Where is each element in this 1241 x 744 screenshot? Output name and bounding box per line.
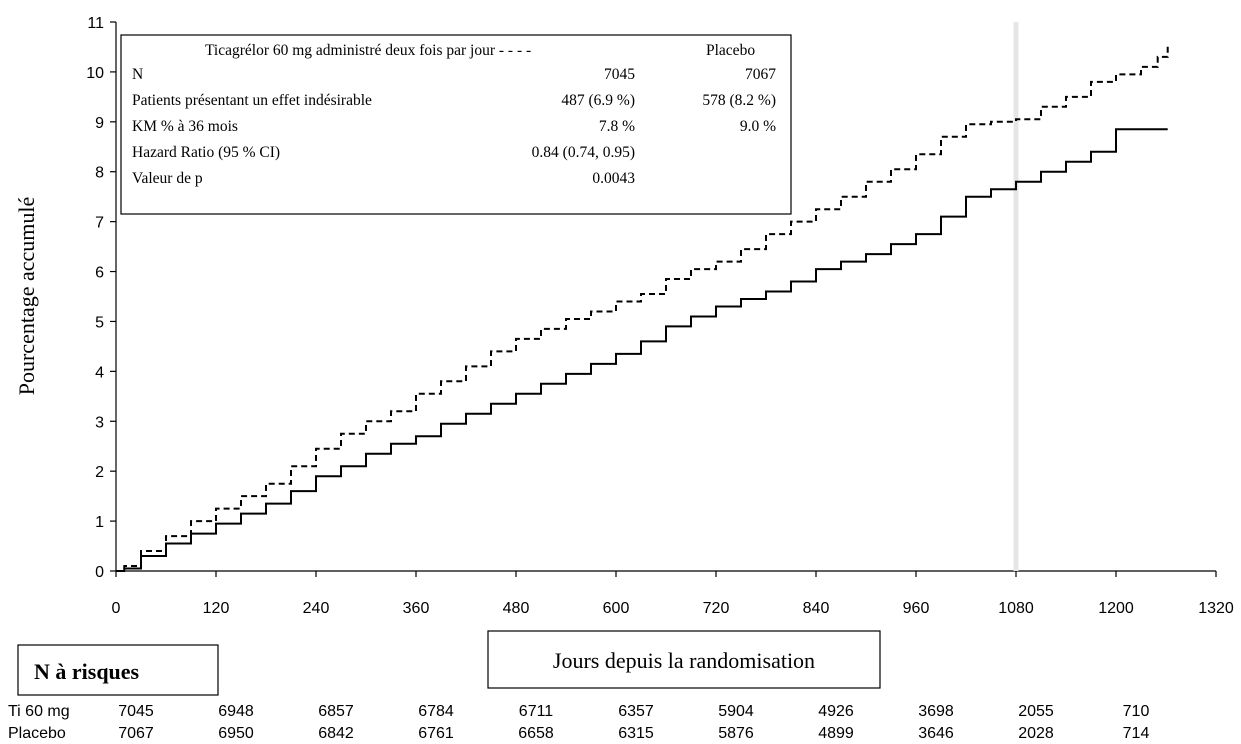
x-axis-label: Jours depuis la randomisation <box>553 648 815 673</box>
stats-box-frame <box>120 34 792 215</box>
stats-header-left: Ticagrélor 60 mg administré deux fois pa… <box>205 42 531 59</box>
stats-row-label: Valeur de p <box>132 170 203 187</box>
stats-row-ticagrelor-value: 7045 <box>604 66 635 83</box>
risk-table-value: 6658 <box>518 725 554 742</box>
stats-box: Ticagrélor 60 mg administré deux fois pa… <box>120 34 792 215</box>
y-tick-label: 1 <box>95 514 104 531</box>
stats-row-ticagrelor-value: 7.8 % <box>599 118 635 135</box>
risk-table-value: 7045 <box>118 703 154 720</box>
risk-table-value: 3698 <box>918 703 954 720</box>
risk-table-value: 710 <box>1123 703 1150 720</box>
y-tick-label: 6 <box>95 265 104 282</box>
y-tick-label: 7 <box>95 215 104 232</box>
x-tick-label: 960 <box>903 600 930 617</box>
y-tick-label: 11 <box>87 15 104 32</box>
stats-row-label: Hazard Ratio (95 % CI) <box>132 144 280 161</box>
risk-table-value: 5876 <box>718 725 754 742</box>
series-lines <box>116 44 1169 572</box>
risk-table-value: 3646 <box>918 725 954 742</box>
stats-row-placebo-value: 578 (8.2 %) <box>702 92 776 109</box>
x-tick-label: 120 <box>203 600 230 617</box>
risk-table: Ti 60 mg Placebo 7045 6948 6857 6784 6711 635… <box>8 703 1149 742</box>
risk-table-value: 6711 <box>519 703 554 720</box>
series-placebo-line <box>116 128 1168 572</box>
y-tick-label: 9 <box>95 115 104 132</box>
x-tick-label: 1200 <box>1098 600 1134 617</box>
risk-table-title-frame <box>17 644 219 696</box>
stats-row-placebo-value: 7067 <box>745 66 776 83</box>
risk-table-value: 6315 <box>618 725 654 742</box>
stats-row-ticagrelor-value: 487 (6.9 %) <box>561 92 635 109</box>
y-tick-label: 4 <box>95 364 104 381</box>
y-tick-label: 5 <box>95 314 104 331</box>
x-tick-label: 600 <box>603 600 630 617</box>
stats-header-right: Placebo <box>706 42 755 59</box>
x-axis-label-box: Jours depuis la randomisation <box>487 630 881 689</box>
y-tick-label: 0 <box>95 564 104 581</box>
x-tick-label: 840 <box>803 600 830 617</box>
risk-table-value: 4926 <box>818 703 854 720</box>
x-tick-label: 1320 <box>1198 600 1234 617</box>
risk-table-value: 2055 <box>1018 703 1054 720</box>
stats-row-label: KM % à 36 mois <box>132 118 238 135</box>
y-tick-label: 8 <box>95 165 104 182</box>
x-tick-label: 0 <box>112 600 121 617</box>
stats-row-label: N <box>132 66 143 83</box>
y-ticks: 0 1 2 3 4 5 6 7 8 9 10 11 <box>86 15 116 581</box>
stats-row-placebo-value: 9.0 % <box>740 118 776 135</box>
y-tick-label: 2 <box>95 464 104 481</box>
x-tick-label: 480 <box>503 600 530 617</box>
stats-row-label: Patients présentant un effet indésirable <box>132 92 372 109</box>
risk-table-value: 7067 <box>118 725 154 742</box>
risk-table-value: 6357 <box>618 703 654 720</box>
risk-table-value: 714 <box>1123 725 1150 742</box>
risk-table-title-box: N à risques <box>17 644 219 696</box>
risk-table-value: 5904 <box>718 703 754 720</box>
risk-table-value: 6761 <box>418 725 454 742</box>
x-tick-label: 240 <box>303 600 330 617</box>
risk-row-label: Placebo <box>8 725 66 742</box>
y-tick-label: 10 <box>86 65 104 82</box>
series-ticagrelor-line <box>116 44 1169 572</box>
risk-table-value: 6842 <box>318 725 354 742</box>
risk-row-label: Ti 60 mg <box>8 703 70 720</box>
x-ticks: 0 120 240 360 480 600 720 840 960 1080 1200 1320 <box>112 571 1234 617</box>
stats-row-ticagrelor-value: 0.0043 <box>592 170 635 187</box>
risk-table-value: 4899 <box>818 725 854 742</box>
axes <box>115 22 1216 572</box>
risk-table-title: N à risques <box>34 659 140 684</box>
x-tick-label: 1080 <box>998 600 1034 617</box>
stats-rows: N 7045 7067 Patients présentant un effet… <box>132 66 776 187</box>
y-tick-label: 3 <box>95 414 104 431</box>
stats-row-ticagrelor-value: 0.84 (0.74, 0.95) <box>532 144 635 161</box>
risk-table-value: 6950 <box>218 725 254 742</box>
x-tick-label: 360 <box>403 600 430 617</box>
risk-table-value: 6857 <box>318 703 354 720</box>
x-axis-label-frame <box>487 630 881 689</box>
x-tick-label: 720 <box>703 600 730 617</box>
risk-table-value: 2028 <box>1018 725 1054 742</box>
risk-table-value: 6948 <box>218 703 254 720</box>
risk-table-value: 6784 <box>418 703 454 720</box>
y-axis-label: Pourcentage accumulé <box>14 197 39 396</box>
